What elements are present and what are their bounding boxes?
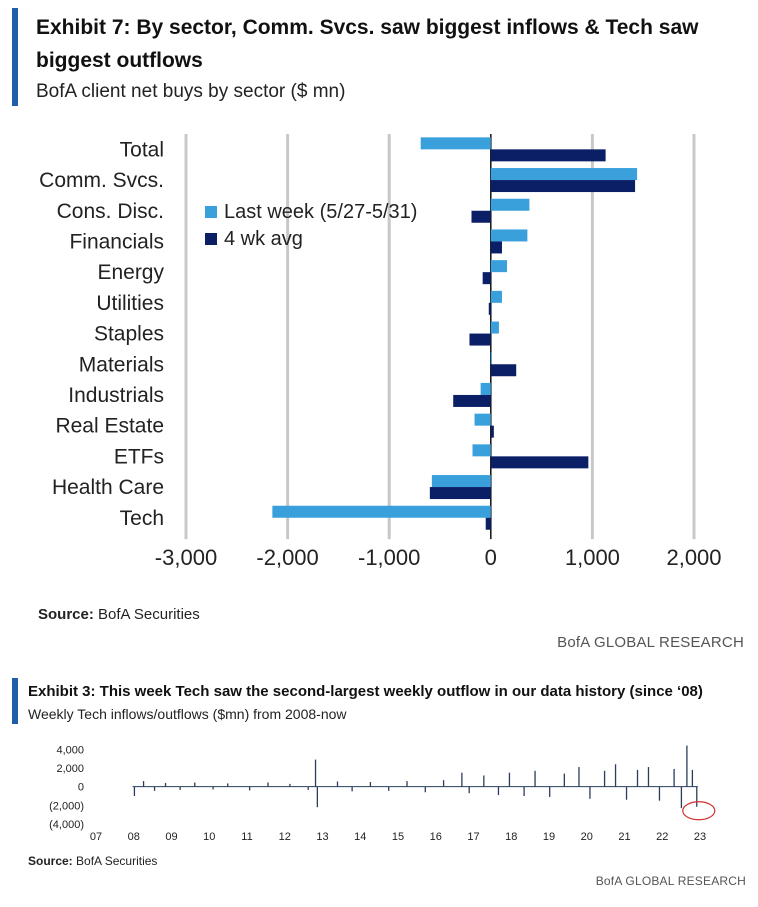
x-year-label: 14: [354, 831, 366, 843]
x-year-label: 16: [430, 831, 442, 843]
bar: [474, 413, 491, 426]
exhibit7-source-label: Source:: [38, 606, 94, 623]
bar: [490, 364, 517, 377]
category-label: Financials: [69, 230, 164, 253]
exhibit7-accent-bar: [12, 8, 18, 106]
bar: [488, 302, 491, 315]
x-year-label: 18: [505, 831, 517, 843]
category-label: Tech: [120, 507, 164, 530]
x-year-label: 11: [241, 831, 252, 843]
y-tick-label: (4,000): [49, 819, 84, 831]
bar: [482, 272, 491, 285]
x-year-label: 12: [279, 831, 291, 843]
legend-label: Last week (5/27-5/31): [224, 201, 417, 223]
x-year-label: 20: [581, 831, 593, 843]
bar: [490, 180, 636, 193]
x-tick-label: -2,000: [256, 545, 318, 570]
y-tick-label: (2,000): [49, 800, 84, 812]
category-label: Energy: [97, 261, 164, 284]
highlight-circle: [682, 801, 716, 821]
exhibit3-subtitle: Weekly Tech inflows/outflows ($mn) from …: [28, 706, 347, 722]
y-tick-label: 4,000: [56, 744, 84, 756]
weekly-tech-flows-chart: 4,000 2,000 0 (2,000) (4,000) 07 08 09 10 11 12 13 1…: [49, 744, 716, 843]
exhibit3-title: Exhibit 3: This week Tech saw the second…: [28, 683, 703, 700]
x-year-label: 19: [543, 831, 555, 843]
x-year-label: 08: [128, 831, 140, 843]
category-label: Cons. Disc.: [57, 200, 164, 223]
exhibit7-source-text: BofA Securities: [98, 606, 200, 623]
category-label: Industrials: [68, 384, 164, 407]
bar: [490, 229, 528, 242]
x-tick-label: 0: [485, 545, 497, 570]
exhibit7-title-line2: biggest outflows: [36, 49, 203, 72]
x-year-label: 17: [467, 831, 479, 843]
bar: [490, 260, 508, 273]
x-year-label: 13: [316, 831, 328, 843]
bar: [272, 505, 491, 518]
category-label: ETFs: [114, 445, 164, 468]
exhibit7-subtitle: BofA client net buys by sector ($ mn): [36, 81, 346, 102]
bar: [453, 394, 491, 407]
exhibit7-source: Source: BofA Securities: [38, 606, 200, 623]
bar: [431, 475, 491, 488]
exhibit7-footer: BofA GLOBAL RESEARCH: [557, 634, 744, 651]
exhibit3-footer: BofA GLOBAL RESEARCH: [595, 874, 746, 888]
bar: [485, 517, 491, 530]
category-label: Real Estate: [55, 415, 164, 438]
x-year-label: 10: [203, 831, 215, 843]
x-year-label: 22: [656, 831, 668, 843]
bar: [490, 352, 492, 365]
legend-label: 4 wk avg: [224, 228, 303, 250]
category-label: Comm. Svcs.: [39, 169, 164, 192]
y-tick-label: 0: [78, 782, 84, 794]
exhibit3-source: Source: BofA Securities: [28, 854, 157, 868]
category-label: Health Care: [52, 476, 164, 499]
x-tick-label: 2,000: [666, 545, 721, 570]
x-tick-label: -3,000: [155, 545, 217, 570]
legend-swatch: [205, 233, 217, 245]
bar: [480, 382, 491, 395]
bar: [490, 198, 530, 211]
bar: [469, 333, 491, 346]
x-tick-label: -1,000: [358, 545, 420, 570]
bar: [429, 487, 491, 500]
category-label: Materials: [79, 353, 164, 376]
x-year-label: 23: [694, 831, 706, 843]
bar: [490, 456, 589, 469]
x-tick-label: 1,000: [565, 545, 620, 570]
bar: [420, 137, 491, 150]
exhibit3-source-label: Source:: [28, 854, 73, 868]
bar: [490, 241, 502, 254]
y-tick-label: 2,000: [56, 763, 84, 775]
category-label: Total: [120, 138, 164, 161]
bar: [471, 210, 491, 223]
exhibit7-title-line1: Exhibit 7: By sector, Comm. Svcs. saw bi…: [36, 16, 699, 39]
category-label: Staples: [94, 323, 164, 346]
bar: [490, 425, 494, 438]
bar: [490, 168, 638, 181]
x-year-label: 21: [618, 831, 630, 843]
bar: [490, 149, 606, 162]
x-year-label: 09: [165, 831, 177, 843]
bar: [490, 290, 502, 303]
bar: [472, 444, 491, 457]
sector-net-buys-chart: -3,000 -2,000 -1,000 0 1,000 2,000 Total Comm. …: [39, 134, 722, 570]
legend-swatch: [205, 206, 217, 218]
exhibit3-source-text: BofA Securities: [76, 854, 158, 868]
x-year-label: 15: [392, 831, 404, 843]
category-label: Utilities: [96, 292, 164, 315]
exhibit3-accent-bar: [12, 678, 18, 724]
bar: [490, 321, 499, 334]
x-year-label: 07: [90, 831, 102, 843]
